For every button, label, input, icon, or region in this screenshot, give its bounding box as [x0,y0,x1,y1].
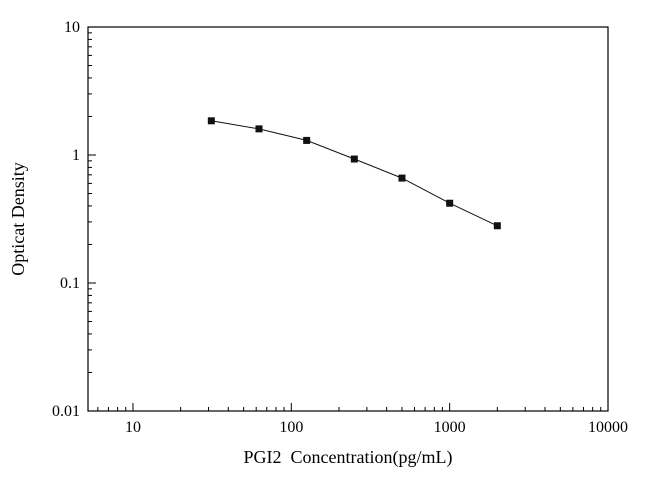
data-point-marker [255,125,263,133]
x-axis-tick-label: 100 [279,419,303,436]
y-axis-tick-label: 10 [64,19,80,36]
data-point-marker [350,155,358,163]
data-point-marker [303,136,311,144]
x-axis-tick-label: 10 [125,419,141,436]
data-point-marker [446,199,454,207]
x-axis-tick-label: 1000 [434,419,466,436]
data-point-marker [207,117,215,125]
y-axis-label: Opticat Density [8,162,28,275]
y-axis-tick-label: 1 [72,147,80,164]
y-axis-tick-label: 0.01 [52,403,80,420]
x-axis-tick-label: 10000 [588,419,628,436]
data-point-marker [493,222,501,230]
x-axis-label: PGI2 Concentration(pg/mL) [244,447,453,468]
data-point-marker [398,174,406,182]
y-axis-tick-label: 0.1 [60,275,80,292]
plot-border [87,26,609,412]
